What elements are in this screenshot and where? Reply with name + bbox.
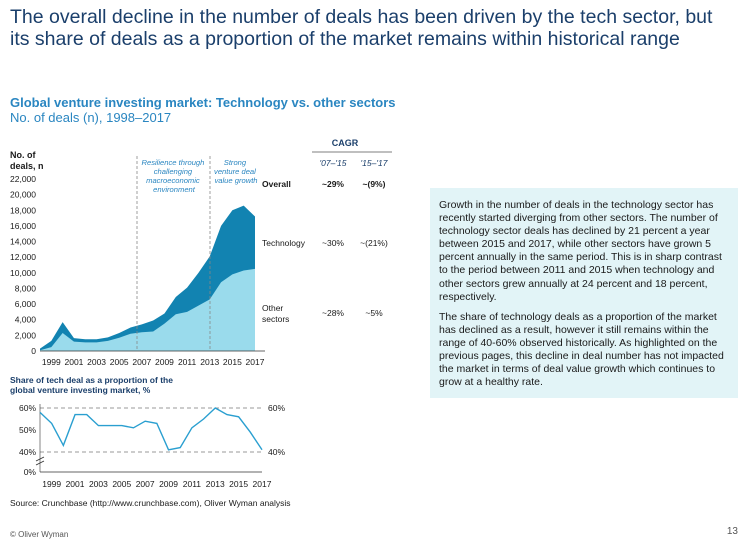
share-x-tick-label: 1999	[42, 479, 61, 489]
area-x-tick-label: 2001	[64, 357, 83, 367]
share-x-tick-label: 2005	[112, 479, 131, 489]
share-x-tick-label: 2001	[66, 479, 85, 489]
commentary-paragraph-1: Growth in the number of deals in the tec…	[439, 199, 722, 303]
area-y-tick-label: 14,000	[10, 237, 36, 247]
area-x-tick-label: 2013	[200, 357, 219, 367]
axis-break-mark-2	[35, 460, 45, 466]
cagr-row-label-overall: Overall	[262, 179, 291, 189]
area-y-tick-label: 20,000	[10, 190, 36, 200]
cagr-overall-v2: ~(9%)	[363, 179, 386, 189]
share-series	[39, 407, 263, 451]
commentary-box: Growth in the number of deals in the tec…	[430, 188, 738, 398]
page-title: The overall decline in the number of dea…	[10, 6, 713, 50]
share-x-tick-label: 2015	[229, 479, 248, 489]
share-y-tick-label: 0%	[24, 467, 37, 477]
area-y-tick-label: 12,000	[10, 252, 36, 262]
area-y-tick-label: 10,000	[10, 268, 36, 278]
share-x-tick-label: 2009	[159, 479, 178, 489]
area-y-ticks: 22,000 20,000 18,000 16,000 14,000 12,000 10,0…	[10, 174, 36, 356]
area-y-axis-label-line2: deals, n	[10, 161, 44, 171]
share-x-tick-label: 2003	[89, 479, 108, 489]
share-x-tick-label: 2017	[253, 479, 272, 489]
share-y-tick-label: 60%	[19, 403, 36, 413]
share-chart-title-line2: global venture investing market, %	[10, 385, 151, 395]
share-y-tick-label: 50%	[19, 425, 36, 435]
cagr-title: CAGR	[332, 138, 359, 148]
other-sectors-area	[40, 268, 255, 351]
tech-share-line	[39, 407, 263, 451]
share-x-tick-label: 2013	[206, 479, 225, 489]
share-y-tick-label: 40%	[19, 447, 36, 457]
area-y-tick-label: 0	[31, 346, 36, 356]
share-chart-title-line1: Share of tech deal as a proportion of th…	[10, 375, 173, 385]
share-range-label-40: 40%	[268, 447, 285, 457]
area-y-tick-label: 22,000	[10, 174, 36, 184]
area-y-tick-label: 18,000	[10, 205, 36, 215]
legend-other-sectors-line2: sectors	[262, 314, 289, 324]
source-note: Source: Crunchbase (http://www.crunchbas…	[10, 498, 291, 508]
area-x-tick-label: 2007	[132, 357, 151, 367]
cagr-technology-v2: ~(21%)	[360, 238, 388, 248]
area-x-tick-label: 2005	[110, 357, 129, 367]
share-y-ticks: 60% 50% 40% 0%	[19, 403, 36, 477]
axis-break-mark-1	[35, 456, 45, 462]
area-x-tick-label: 2017	[246, 357, 265, 367]
tech-share-line-chart: Share of tech deal as a proportion of th…	[10, 375, 285, 489]
cagr-technology-v1: ~30%	[322, 238, 344, 248]
area-y-tick-label: 2,000	[15, 330, 37, 340]
share-chart-title: Share of tech deal as a proportion of th…	[10, 375, 175, 395]
share-x-tick-label: 2007	[136, 479, 155, 489]
area-y-axis-label-line1: No. of	[10, 150, 36, 160]
area-x-tick-label: 2011	[178, 357, 197, 367]
area-x-tick-label: 2015	[223, 357, 242, 367]
cagr-col-2: '15–'17	[361, 158, 388, 168]
legend-other-sectors: Other sectors	[262, 303, 289, 324]
share-range-label-60: 60%	[268, 403, 285, 413]
cagr-table: CAGR '07–'15 '15–'17 Overall ~29% ~(9%) …	[262, 138, 392, 324]
annotation-strong-growth: Strong venture deal value growth	[214, 158, 258, 185]
commentary-paragraph-2: The share of technology deals as a propo…	[439, 310, 724, 389]
area-y-axis-label: No. of deals, n	[10, 150, 44, 171]
area-y-tick-label: 6,000	[15, 299, 37, 309]
area-y-tick-label: 16,000	[10, 221, 36, 231]
area-series	[40, 205, 255, 351]
area-y-tick-label: 8,000	[15, 283, 37, 293]
area-x-tick-label: 2009	[155, 357, 174, 367]
deals-area-chart: No. of deals, n 22,000 20,000 18,000 16,000…	[10, 150, 265, 367]
share-x-tick-label: 2011	[183, 479, 202, 489]
legend-technology: Technology	[262, 238, 306, 248]
share-x-ticks: 1999 2001 2003 2005 2007 2009 2011 2013 2015 2017	[42, 479, 271, 489]
chart-units: No. of deals (n), 1998–2017	[10, 110, 172, 125]
legend-other-sectors-line1: Other	[262, 303, 283, 313]
cagr-col-1: '07–'15	[320, 158, 347, 168]
page-number: 13	[726, 526, 738, 537]
cagr-other-v1: ~28%	[322, 308, 344, 318]
area-x-tick-label: 1999	[42, 357, 61, 367]
cagr-other-v2: ~5%	[365, 308, 383, 318]
copyright: © Oliver Wyman	[10, 530, 69, 539]
area-x-tick-label: 2003	[87, 357, 106, 367]
area-y-tick-label: 4,000	[15, 315, 37, 325]
area-x-ticks: 1999 2001 2003 2005 2007 2009 2011 2013 2015 2017	[42, 357, 265, 367]
annotation-resilience: Resilience through challenging macroecon…	[141, 158, 206, 194]
chart-subtitle: Global venture investing market: Technol…	[10, 95, 396, 110]
cagr-overall-v1: ~29%	[322, 179, 344, 189]
